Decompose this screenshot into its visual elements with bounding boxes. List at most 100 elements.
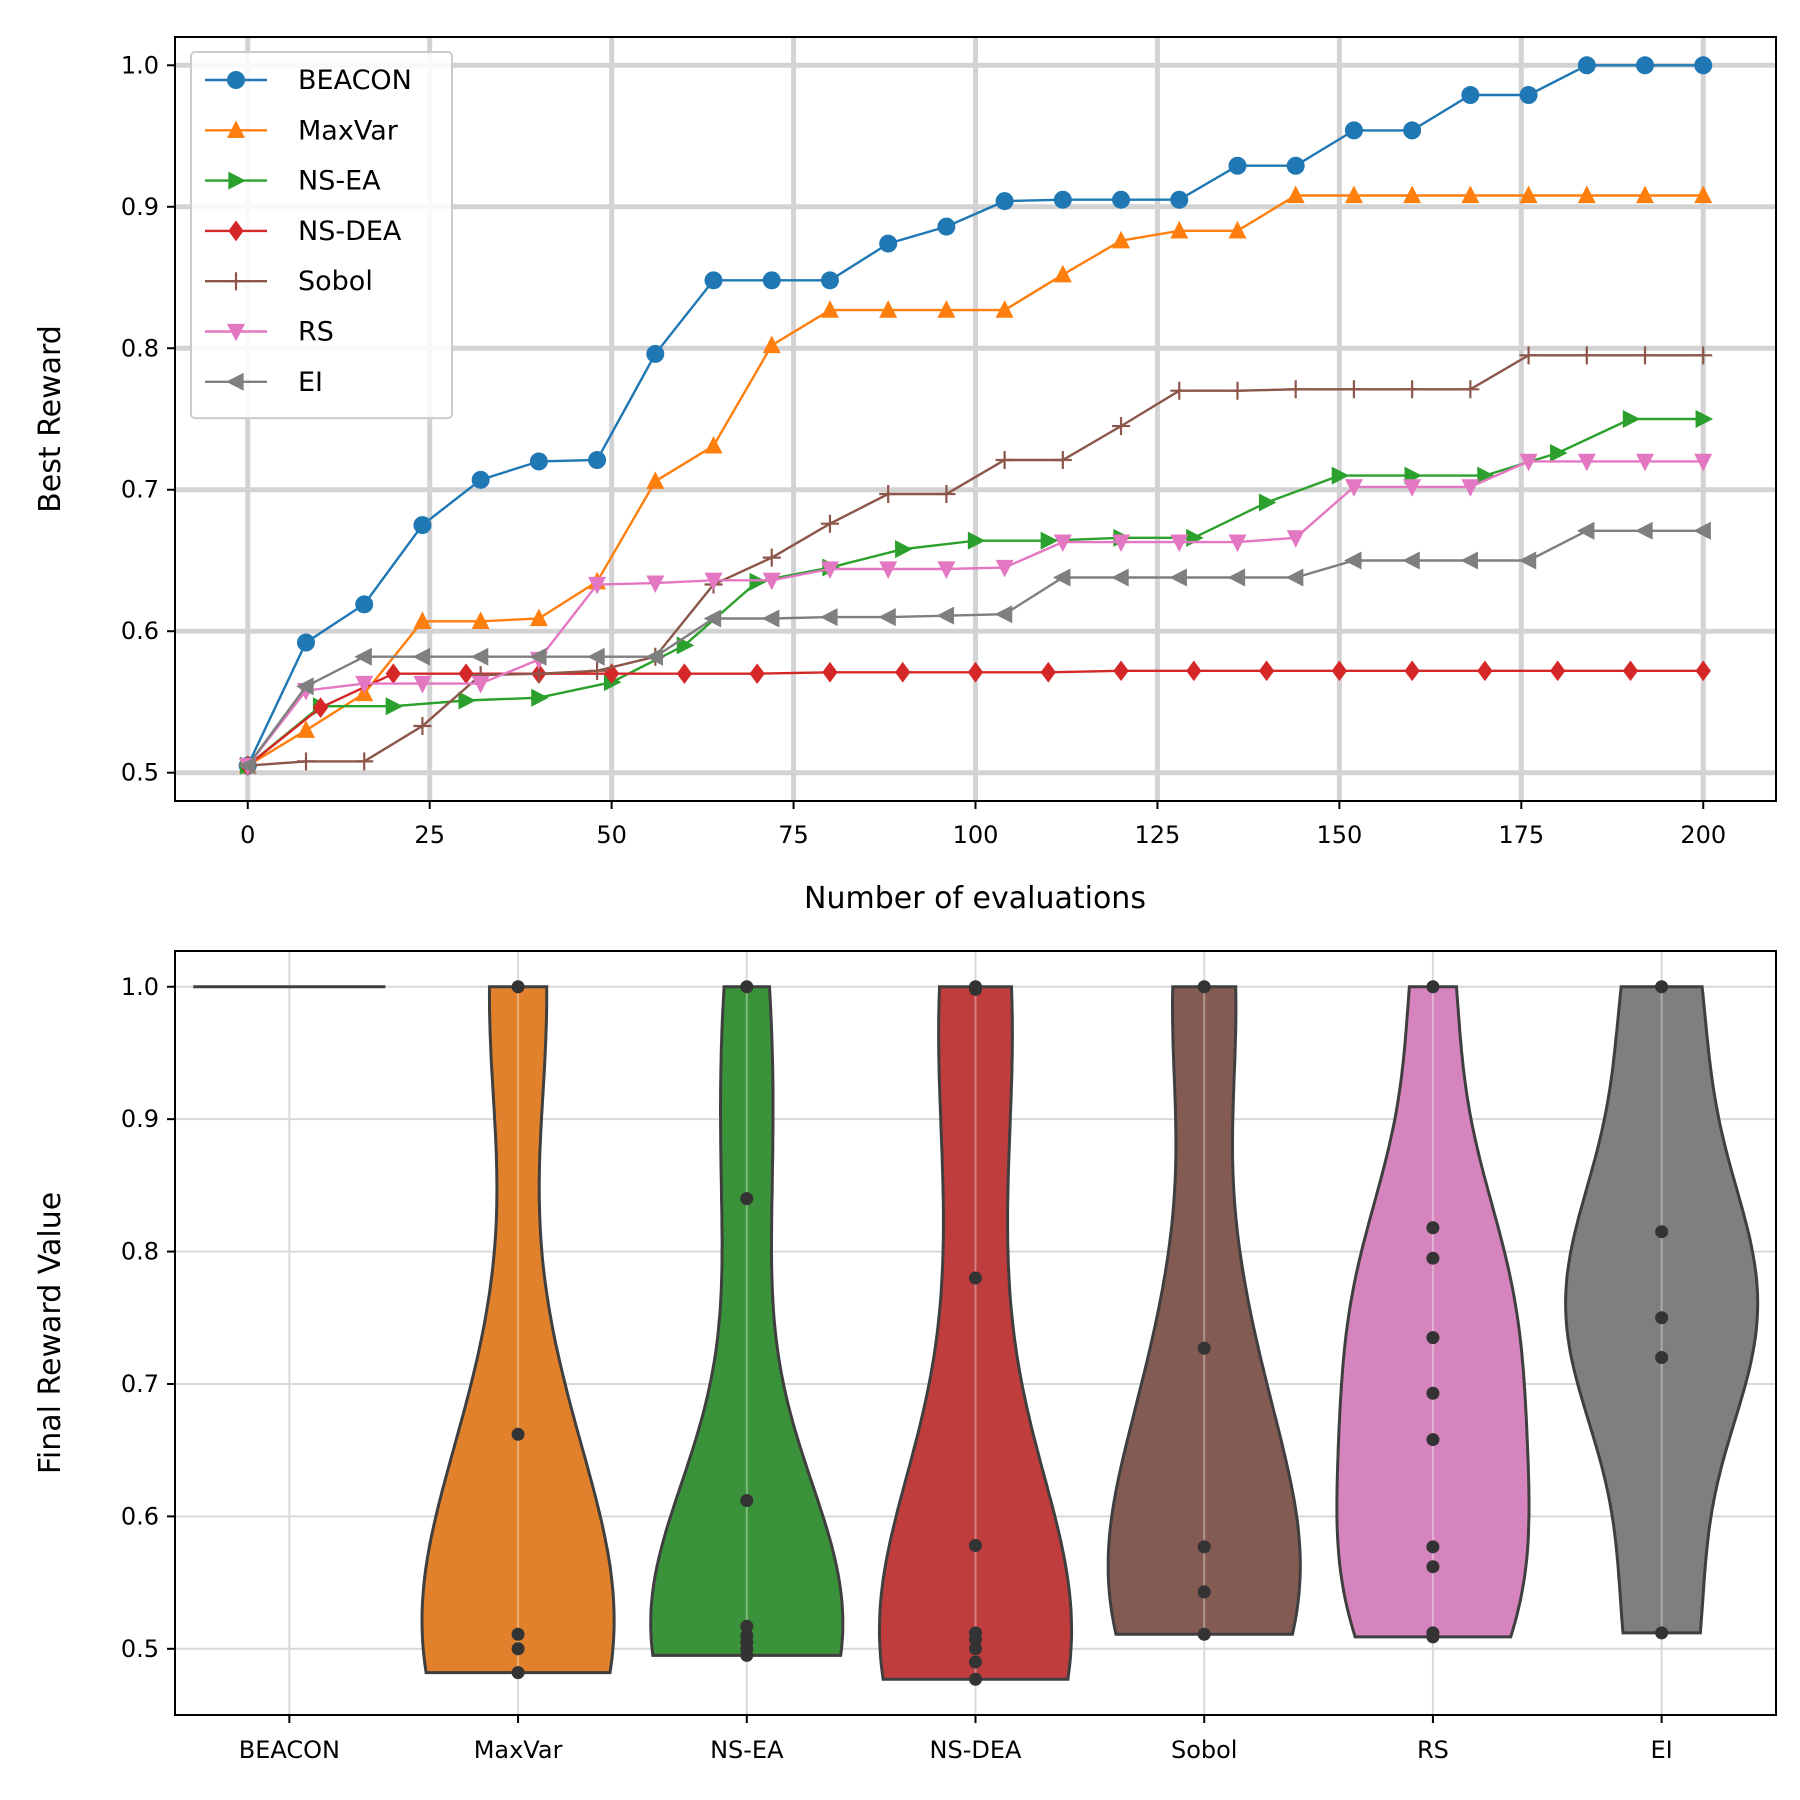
- data-point-beacon: [995, 192, 1014, 211]
- data-point-ei: [1285, 568, 1304, 587]
- data-point-rs: [413, 675, 432, 694]
- data-point-beacon: [1286, 156, 1305, 175]
- data-point-ns-dea: [749, 663, 765, 685]
- data-point-ns-ea: [1331, 466, 1350, 485]
- violin-data-point: [1655, 1626, 1669, 1640]
- violin-chart-violins: [193, 980, 1760, 1686]
- data-point-beacon: [1577, 56, 1596, 75]
- legend-marker: [227, 120, 245, 138]
- x-tick-label: RS: [1417, 1736, 1449, 1764]
- legend-entry-ei: EI: [205, 367, 323, 398]
- line-chart-panel: 0 25 50 75 100 125 150 175 200 0.5 0.6 0.7 0.8 0.9 1.0…: [33, 36, 1777, 916]
- violin-data-point: [969, 1539, 982, 1553]
- legend-box: [190, 51, 453, 420]
- legend-label: NS-DEA: [298, 216, 402, 247]
- data-point-ns-ea: [531, 688, 549, 707]
- data-point-maxvar: [1694, 185, 1713, 204]
- data-point-sobol: [1519, 346, 1538, 365]
- violin-data-point: [1197, 1585, 1211, 1599]
- legend-entry-rs: RS: [205, 317, 334, 348]
- data-point-ei: [761, 609, 780, 628]
- violin-data-point: [969, 1655, 982, 1669]
- x-tick-label: BEACON: [239, 1736, 340, 1764]
- data-point-ns-dea: [1404, 660, 1420, 682]
- violin-data-point: [511, 1642, 525, 1656]
- violin-data-point: [511, 980, 525, 994]
- data-point-maxvar: [646, 471, 665, 489]
- line-chart-y-axis-label: Best Reward: [33, 325, 68, 513]
- violin-data-point: [1655, 1225, 1669, 1239]
- data-point-ns-dea: [1477, 660, 1493, 682]
- data-point-ns-dea: [312, 697, 329, 718]
- data-point-ei: [587, 647, 605, 666]
- data-point-ns-ea: [458, 691, 476, 710]
- data-point-maxvar: [762, 335, 781, 354]
- data-point-ei: [703, 609, 722, 628]
- violin-data-point: [1426, 1540, 1440, 1554]
- data-point-sobol: [1461, 380, 1480, 399]
- violin-data-point: [1426, 1331, 1440, 1345]
- data-point-ns-dea: [1622, 660, 1639, 682]
- data-point-sobol: [296, 752, 315, 771]
- data-point-ns-dea: [1550, 660, 1566, 682]
- data-point-ei: [820, 608, 838, 627]
- data-point-ei: [1169, 568, 1187, 587]
- data-point-ns-ea: [1695, 410, 1714, 428]
- line-chart-grid: [175, 37, 1776, 801]
- series-ei: [237, 521, 1711, 775]
- data-point-rs: [471, 675, 490, 694]
- data-point-rs: [937, 561, 956, 579]
- data-point-sobol: [1170, 381, 1189, 400]
- data-point-ns-ea: [1550, 443, 1568, 462]
- data-point-sobol: [1694, 346, 1713, 365]
- data-point-beacon: [1112, 190, 1131, 209]
- data-point-rs: [1577, 453, 1596, 472]
- data-point-ei: [645, 647, 663, 666]
- data-point-rs: [704, 572, 723, 591]
- data-point-ei: [470, 647, 489, 666]
- violin-body: [649, 985, 845, 1657]
- data-point-ei: [1227, 568, 1246, 587]
- data-point-ns-dea: [822, 661, 838, 683]
- violin-data-point: [1426, 1386, 1440, 1400]
- data-point-maxvar: [1112, 230, 1131, 249]
- data-point-maxvar: [879, 300, 898, 318]
- violin-data-point: [740, 1619, 754, 1633]
- data-point-ei: [1052, 568, 1071, 587]
- data-point-maxvar: [529, 608, 548, 627]
- legend-label: BEACON: [298, 65, 412, 96]
- violin-data-point: [969, 1672, 982, 1686]
- data-point-beacon: [1694, 56, 1713, 75]
- data-point-beacon: [704, 271, 723, 290]
- y-tick-label: 0.8: [121, 1238, 159, 1266]
- legend: BEACON MaxVar NS-EA NS-DEA Sobol RS EI: [190, 51, 453, 420]
- violin-data-point: [511, 1427, 525, 1441]
- violin-data-point: [740, 1648, 754, 1662]
- data-point-ns-dea: [967, 661, 984, 683]
- data-point-sobol: [820, 514, 839, 533]
- data-point-rs: [879, 561, 898, 579]
- data-point-maxvar: [1170, 220, 1189, 239]
- data-point-ei: [296, 677, 314, 696]
- x-tick-label: 0: [240, 821, 255, 849]
- violin-data-point: [969, 1271, 982, 1285]
- violin-data-point: [1197, 980, 1211, 994]
- violin-chart-y-axis-label: Final Reward Value: [33, 1192, 68, 1474]
- data-point-sobol: [995, 451, 1014, 470]
- violin-data-point: [1426, 1251, 1440, 1265]
- y-tick-label: 0.6: [121, 1502, 159, 1530]
- data-point-ei: [878, 608, 896, 627]
- data-point-ei: [1635, 521, 1653, 540]
- data-point-ns-dea: [1186, 660, 1202, 682]
- data-point-ei: [1344, 551, 1362, 570]
- data-point-ns-ea: [967, 531, 986, 550]
- violin-data-point: [1426, 980, 1440, 994]
- x-tick-label: 75: [778, 821, 809, 849]
- legend-marker: [227, 272, 245, 291]
- series-line-rs: [246, 460, 1704, 767]
- legend-marker: [226, 372, 244, 391]
- data-point-maxvar: [1636, 185, 1655, 204]
- data-point-maxvar: [296, 720, 315, 738]
- line-chart-ticks: 0 25 50 75 100 125 150 175 200 0.5 0.6 0.7 0.8 0.9 1.0: [121, 51, 1726, 849]
- data-point-rs: [1170, 534, 1189, 552]
